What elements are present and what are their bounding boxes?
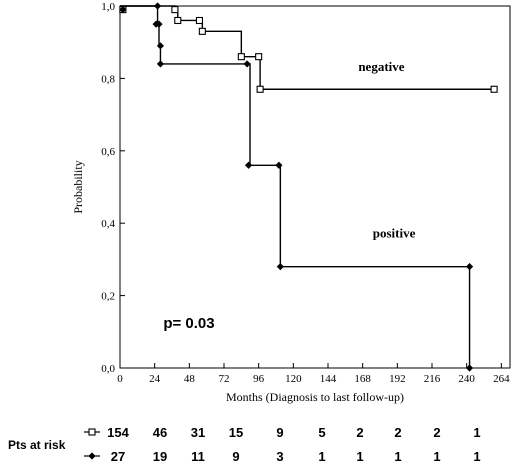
y-tick-label: 1,0	[101, 1, 115, 13]
y-tick-label: 0,0	[101, 363, 115, 375]
x-tick-label: 264	[493, 373, 510, 385]
data-point-positive	[156, 42, 165, 50]
x-tick-label: 48	[184, 373, 196, 385]
x-axis-label: Months (Diagnosis to last follow-up)	[226, 390, 404, 404]
data-point-negative	[171, 6, 179, 14]
chart-annotations: negative positive p= 0.03	[163, 59, 415, 332]
risk-row-negative: 154 46 31 15 9 5 2 2 2 1	[84, 425, 481, 440]
x-tick-label: 168	[354, 373, 371, 385]
x-tick-label: 144	[320, 373, 337, 385]
risk-value: 2	[356, 425, 363, 440]
data-point-negative	[174, 16, 182, 25]
data-point-positive	[243, 60, 251, 68]
y-tick-label: 0,2	[101, 291, 115, 303]
data-point-positive	[155, 20, 163, 28]
y-tick-label: 0,6	[101, 146, 115, 158]
data-point-positive	[276, 263, 284, 271]
risk-value: 1	[433, 449, 440, 464]
data-point-negative	[198, 27, 206, 35]
data-point-positive	[156, 60, 165, 68]
series-line-positive	[120, 5, 471, 368]
risk-value: 5	[318, 425, 325, 440]
risk-value: 11	[191, 449, 205, 464]
data-point-positive	[119, 6, 127, 14]
series-positive	[119, 2, 474, 372]
y-axis-label: Probability	[71, 160, 85, 213]
x-tick-label: 120	[285, 373, 302, 385]
risk-value: 1	[394, 449, 401, 464]
series-annotation: positive	[373, 226, 416, 241]
data-point-negative	[255, 53, 263, 61]
x-tick-label: 240	[458, 373, 475, 385]
x-tick-label: 96	[253, 373, 265, 385]
risk-legend-marker	[88, 428, 96, 436]
data-point-positive	[465, 263, 474, 271]
data-point-negative	[195, 16, 203, 25]
risk-value: 19	[153, 449, 167, 464]
risk-value: 27	[111, 449, 125, 464]
risk-value: 9	[276, 425, 283, 440]
risk-value: 1	[473, 425, 480, 440]
x-tick-label: 0	[117, 373, 123, 385]
y-tick-label: 0,4	[101, 218, 115, 230]
chart-axes: 0 24 48 72 96 120 144 168 192 216 240 264 0,0 0,2 0,4 0…	[71, 1, 511, 404]
series-annotation: negative	[358, 59, 404, 74]
risk-value: 154	[107, 425, 129, 440]
risk-value: 1	[318, 449, 325, 464]
risk-value: 46	[153, 425, 167, 440]
x-tick-label: 192	[389, 373, 406, 385]
risk-value: 31	[191, 425, 205, 440]
risk-value: 1	[473, 449, 480, 464]
y-tick-label: 0,8	[101, 73, 115, 85]
x-tick-label: 216	[424, 373, 441, 385]
data-point-negative	[237, 53, 245, 61]
data-point-negative	[256, 85, 264, 93]
x-tick-label: 72	[219, 373, 230, 385]
data-point-positive	[465, 364, 474, 372]
data-point-negative	[490, 85, 498, 93]
data-point-positive	[275, 161, 283, 169]
risk-table-label: Pts at risk	[8, 438, 66, 452]
series-negative	[119, 5, 498, 93]
plot-frame	[119, 5, 511, 369]
data-point-positive	[153, 2, 162, 10]
chart-series	[119, 2, 498, 372]
risk-value: 9	[232, 449, 239, 464]
risk-value: 2	[433, 425, 440, 440]
risk-legend-marker	[88, 452, 96, 460]
risk-row-positive: 27 19 11 9 3 1 1 1 1 1	[84, 449, 481, 464]
risk-value: 2	[394, 425, 401, 440]
risk-value: 1	[356, 449, 363, 464]
x-tick-label: 24	[149, 373, 161, 385]
p-value-annotation: p= 0.03	[163, 315, 214, 332]
risk-value: 15	[229, 425, 243, 440]
data-point-positive	[244, 161, 253, 169]
risk-value: 3	[276, 449, 283, 464]
